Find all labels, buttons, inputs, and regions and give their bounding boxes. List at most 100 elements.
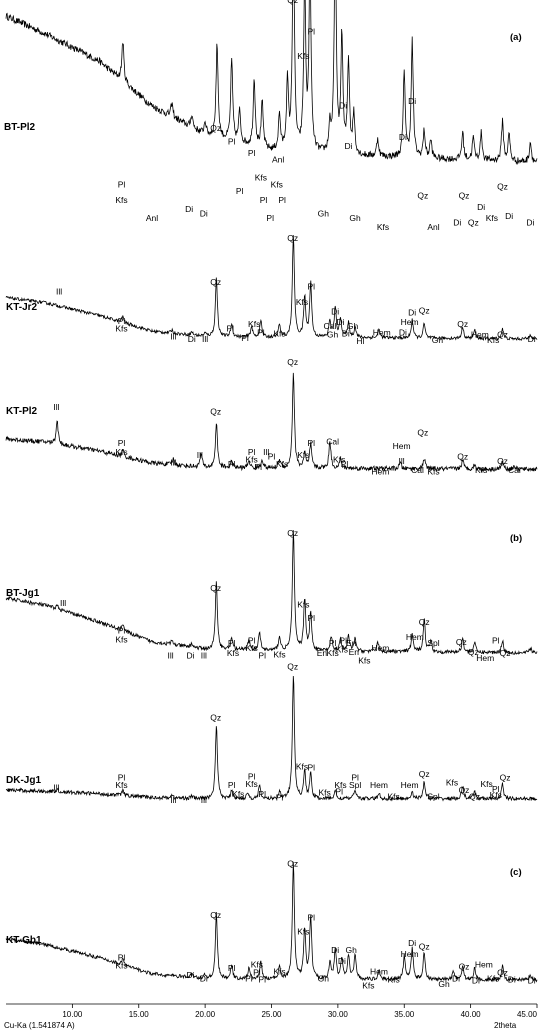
peak-label: Di	[528, 334, 536, 344]
x-tick-label: 40.00	[461, 1010, 482, 1019]
peak-label: Ill	[201, 651, 207, 661]
peak-label: Pl	[254, 462, 262, 472]
peak-label: Pl	[335, 786, 343, 796]
peak-label: Ill	[202, 334, 208, 344]
peak-label: Pl	[308, 913, 316, 923]
peak-label: Pl	[260, 195, 268, 205]
peak-label: Qz	[210, 277, 221, 287]
peak-label: Kfs	[245, 455, 257, 465]
peak-label: Kfs	[358, 656, 370, 666]
peak-label: Kfs	[362, 980, 374, 990]
peak-label: Pl	[257, 328, 265, 338]
peak-label: Pl	[308, 438, 316, 448]
peak-label: Kfs	[115, 780, 127, 790]
peak-label: Kfs	[255, 173, 267, 183]
peak-label: Di	[472, 976, 480, 986]
peak-label: Kfs	[227, 648, 239, 658]
peak-label: Pl	[228, 638, 236, 648]
peak-label: Qz	[419, 942, 430, 952]
peak-label: Pl	[228, 963, 236, 973]
peak-label: Pl	[308, 26, 316, 36]
peak-label: Kfs	[232, 789, 244, 799]
peak-label: Gh	[327, 330, 339, 340]
peak-label: Qz	[287, 661, 298, 671]
peak-label: En	[349, 647, 360, 657]
x-tick-label: 25.00	[261, 1010, 282, 1019]
peak-label: Di	[188, 334, 196, 344]
peak-label: Hem	[371, 467, 389, 477]
peak-label: Qz	[287, 233, 298, 243]
peak-label: Kfs	[296, 761, 308, 771]
peak-label: Hl	[356, 336, 364, 346]
peak-label: Kfs	[387, 975, 399, 985]
peak-label: Di	[200, 973, 208, 983]
peak-label: Pl	[258, 975, 266, 985]
peak-label: Qz	[459, 962, 470, 972]
peak-label: Di	[339, 101, 347, 111]
peak-label: Kfs	[487, 973, 499, 983]
peak-label: Pl	[278, 195, 286, 205]
peak-label: Qz	[419, 769, 430, 779]
peak-label: Spl	[427, 791, 439, 801]
x-tick-label: 35.00	[394, 1010, 415, 1019]
trace-kt-jr2	[5, 235, 538, 341]
peak-label: Kfs	[475, 465, 487, 475]
peak-label: Kfs	[248, 319, 260, 329]
peak-label: Hem	[401, 317, 419, 327]
peak-label: Pl	[241, 333, 249, 343]
peak-label: Pl	[492, 636, 500, 646]
peak-label: Gh	[438, 979, 450, 989]
peak-label: Hem	[406, 632, 424, 642]
peak-label: Kfs	[490, 790, 502, 800]
sample-label-kt-jr2: KT-Jr2	[6, 302, 38, 313]
peak-label: Di	[408, 938, 416, 948]
peak-label: Qz	[417, 428, 428, 438]
peak-label: Kfs	[297, 599, 309, 609]
peak-label: Pl	[118, 438, 126, 448]
peak-label: Kfs	[273, 649, 285, 659]
peak-label: Qz	[497, 456, 508, 466]
peak-label: Qz	[287, 357, 298, 367]
peak-label: Pl	[258, 789, 266, 799]
peak-label: Di	[331, 307, 339, 317]
peak-label: Qz	[459, 191, 470, 201]
peak-label: En	[346, 638, 357, 648]
x-tick-label: 45.00	[517, 1010, 538, 1019]
peak-label: Di	[505, 211, 513, 221]
peak-label: Kfs	[480, 779, 492, 789]
peak-label: Qz	[497, 330, 508, 340]
peak-label: Kfs	[446, 778, 458, 788]
peak-label: Di	[477, 202, 485, 212]
peak-label: Kfs	[486, 213, 498, 223]
peak-label: Di	[344, 141, 352, 151]
peak-label: Ill	[170, 795, 176, 805]
peak-label: Di	[508, 975, 516, 985]
panel-label: (c)	[510, 867, 522, 878]
peak-label: Pl	[308, 763, 316, 773]
peak-label: Qz	[497, 182, 508, 192]
peak-label: Gh	[318, 209, 330, 219]
peak-label: Pl	[276, 793, 284, 803]
peak-label: Qz	[210, 583, 221, 593]
peak-label: Kfs	[296, 297, 308, 307]
peak-label: Spl	[427, 638, 439, 648]
peak-label: Pl	[118, 626, 126, 636]
peak-label: Pl	[351, 773, 359, 783]
peak-label: Anl	[146, 213, 158, 223]
peak-label: Cal	[411, 465, 424, 475]
peak-label: Qz	[210, 910, 221, 920]
peak-label: Di	[186, 970, 194, 980]
x-tick-label: 10.00	[62, 1010, 83, 1019]
peak-label: Di	[331, 945, 339, 955]
peak-label: Pl	[227, 323, 235, 333]
peak-label: Pl	[228, 459, 236, 469]
peak-label: Qz	[468, 647, 479, 657]
peak-label: Di	[453, 218, 461, 228]
peak-label: Pl	[248, 771, 256, 781]
peak-label: Ill	[399, 456, 405, 466]
peak-label: Kfs	[297, 51, 309, 61]
trace-dk-jg1	[5, 675, 538, 802]
trace-kt-pl2	[5, 372, 538, 473]
peak-label: Kfs	[318, 788, 330, 798]
